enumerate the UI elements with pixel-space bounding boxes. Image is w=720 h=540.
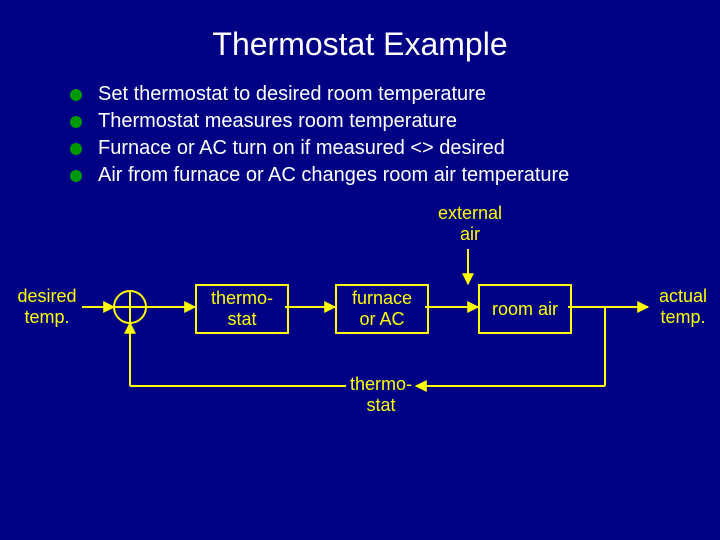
- bullet-text: Set thermostat to desired room temperatu…: [98, 83, 486, 106]
- bullet-item: Air from furnace or AC changes room air …: [70, 164, 700, 187]
- room-air-node: room air: [478, 284, 572, 334]
- bullet-dot-icon: [70, 116, 82, 128]
- thermostat-node: thermo-stat: [195, 284, 289, 334]
- external-label: externalair: [430, 203, 510, 244]
- bullet-item: Thermostat measures room temperature: [70, 110, 700, 133]
- furnace-node: furnaceor AC: [335, 284, 429, 334]
- bullet-item: Set thermostat to desired room temperatu…: [70, 83, 700, 106]
- bullet-dot-icon: [70, 143, 82, 155]
- bullet-dot-icon: [70, 170, 82, 182]
- bullet-text: Air from furnace or AC changes room air …: [98, 164, 569, 187]
- bullet-item: Furnace or AC turn on if measured <> des…: [70, 137, 700, 160]
- slide-title: Thermostat Example: [0, 0, 720, 83]
- feedback-label: thermo-stat: [346, 374, 416, 415]
- bullet-dot-icon: [70, 89, 82, 101]
- output-label: actualtemp.: [648, 286, 718, 327]
- bullet-text: Furnace or AC turn on if measured <> des…: [98, 137, 505, 160]
- input-label: desiredtemp.: [12, 286, 82, 327]
- flow-diagram: desiredtemp. externalair actualtemp. the…: [0, 191, 720, 451]
- bullet-list: Set thermostat to desired room temperatu…: [0, 83, 720, 187]
- bullet-text: Thermostat measures room temperature: [98, 110, 457, 133]
